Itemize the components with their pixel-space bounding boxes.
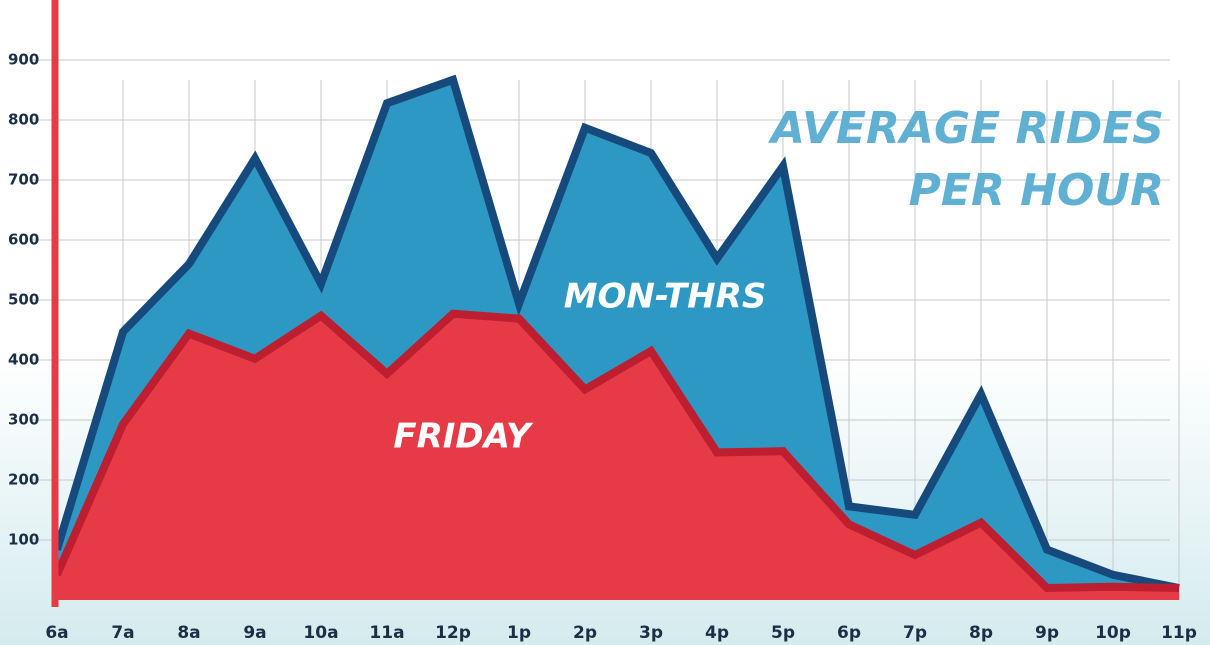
- x-tick-label: 6p: [837, 623, 861, 643]
- x-tick-label: 7a: [111, 623, 134, 643]
- y-tick-label: 700: [8, 171, 39, 189]
- y-tick-label: 400: [8, 351, 39, 369]
- x-tick-label: 2p: [573, 623, 597, 643]
- x-tick-label: 11p: [1161, 623, 1197, 643]
- x-tick-label: 9p: [1035, 623, 1059, 643]
- y-tick-label: 900: [8, 51, 39, 69]
- x-tick-label: 12p: [435, 623, 471, 643]
- area-fill: [57, 313, 1179, 600]
- area-line: [53, 74, 1180, 592]
- x-tick-label: 5p: [771, 623, 795, 643]
- x-tick-label: 11a: [369, 623, 404, 643]
- x-tick-label: 1p: [507, 623, 531, 643]
- x-tick-label: 3p: [639, 623, 663, 643]
- y-tick-label: 200: [8, 471, 39, 489]
- x-tick-label: 8p: [969, 623, 993, 643]
- y-tick-label: 500: [8, 291, 39, 309]
- x-tick-label: 6a: [45, 623, 68, 643]
- x-tick-label: 10p: [1095, 623, 1131, 643]
- y-tick-label: 300: [8, 411, 39, 429]
- x-tick-label: 10a: [303, 623, 338, 643]
- series-label: MON-THRS: [564, 277, 767, 317]
- series-label: FRIDAY: [393, 417, 534, 457]
- y-tick-label: 800: [8, 111, 39, 129]
- chart-title: AVERAGE RIDES PER HOUR: [770, 103, 1164, 216]
- area-line: [53, 309, 1180, 593]
- y-tick-label: 600: [8, 231, 39, 249]
- x-tick-label: 4p: [705, 623, 729, 643]
- x-tick-label: 8a: [177, 623, 200, 643]
- x-tick-label: 7p: [903, 623, 927, 643]
- x-tick-label: 9a: [243, 623, 266, 643]
- y-tick-label: 100: [8, 531, 39, 549]
